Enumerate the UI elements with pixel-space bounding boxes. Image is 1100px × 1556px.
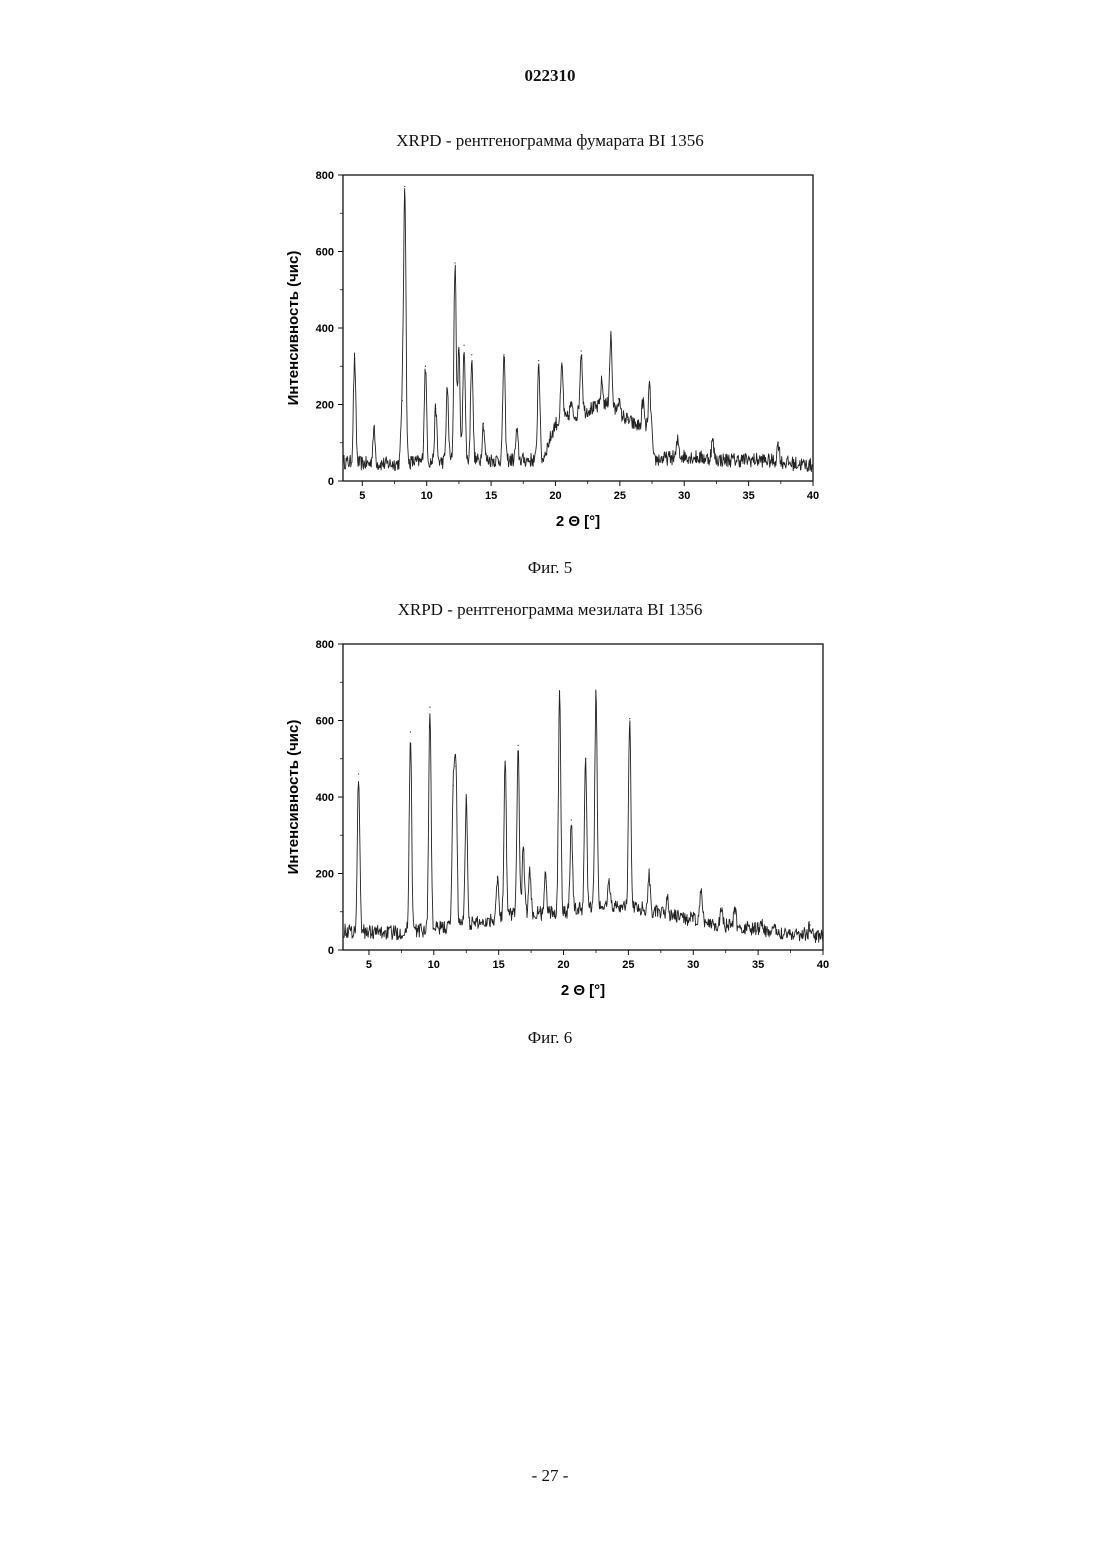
- y-tick-label: 600: [316, 716, 334, 728]
- peak-point: [497, 877, 498, 878]
- peak-point: [429, 707, 430, 708]
- diffraction-trace: [343, 690, 823, 944]
- x-tick-label: 15: [493, 959, 505, 971]
- figure-5-title: XRPD - рентгенограмма фумарата BI 1356: [0, 131, 1100, 151]
- peak-point: [570, 404, 571, 405]
- document-number: 022310: [0, 66, 1100, 86]
- x-tick-label: 20: [557, 959, 569, 971]
- peak-point: [466, 798, 467, 799]
- peak-point: [454, 262, 455, 263]
- peak-point: [453, 785, 454, 786]
- peak-point: [629, 718, 630, 719]
- x-tick-label: 10: [428, 959, 440, 971]
- x-tick-label: 5: [359, 490, 365, 502]
- y-axis-title: Интенсивность (чис): [285, 720, 302, 875]
- xrpd-chart-fumarate: 51015202530354002004006008002 Θ [°]Интен…: [0, 160, 1100, 545]
- peak-point: [649, 387, 650, 388]
- peak-point: [559, 691, 560, 692]
- x-axis-title: 2 Θ [°]: [556, 513, 600, 530]
- peak-point: [523, 850, 524, 851]
- diffraction-trace: [343, 189, 813, 472]
- peak-point: [354, 358, 355, 359]
- peak-point: [455, 766, 456, 767]
- peak-point: [712, 440, 713, 441]
- peak-point: [483, 423, 484, 424]
- figure-6-caption: Фиг. 6: [0, 1028, 1100, 1048]
- peak-point: [677, 440, 678, 441]
- x-tick-label: 25: [622, 959, 634, 971]
- peak-point: [538, 360, 539, 361]
- peak-point: [404, 186, 405, 187]
- x-tick-label: 5: [366, 959, 372, 971]
- peak-point: [778, 442, 779, 443]
- y-axis-title: Интенсивность (чис): [285, 251, 302, 406]
- peak-point: [649, 875, 650, 876]
- x-tick-label: 10: [421, 490, 433, 502]
- x-tick-label: 35: [752, 959, 764, 971]
- peak-point: [581, 350, 582, 351]
- x-tick-label: 30: [678, 490, 690, 502]
- peak-point: [561, 366, 562, 367]
- peak-point: [585, 758, 586, 759]
- peak-point: [667, 896, 668, 897]
- peak-point: [518, 745, 519, 746]
- plot-frame: [343, 175, 813, 481]
- peak-point: [571, 819, 572, 820]
- peak-point: [721, 907, 722, 908]
- y-tick-label: 400: [316, 323, 334, 335]
- x-tick-label: 20: [549, 490, 561, 502]
- figure-5-caption: Фиг. 5: [0, 558, 1100, 578]
- peak-point: [516, 431, 517, 432]
- y-tick-label: 0: [328, 945, 334, 957]
- y-tick-label: 400: [316, 792, 334, 804]
- peak-point: [608, 881, 609, 882]
- peak-point: [447, 389, 448, 390]
- peak-point: [529, 873, 530, 874]
- peak-point: [760, 921, 761, 922]
- peak-point: [618, 398, 619, 399]
- xrpd-chart-mesylate: 51015202530354002004006008002 Θ [°]Интен…: [0, 630, 1100, 1015]
- peak-point: [425, 366, 426, 367]
- page-number: - 27 -: [0, 1466, 1100, 1486]
- x-tick-label: 15: [485, 490, 497, 502]
- y-tick-label: 600: [316, 247, 334, 259]
- x-tick-label: 25: [614, 490, 626, 502]
- peak-point: [627, 419, 628, 420]
- figure-6-title: XRPD - рентгенограмма мезилата BI 1356: [0, 600, 1100, 620]
- x-axis-title: 2 Θ [°]: [561, 982, 605, 999]
- y-tick-label: 0: [328, 476, 334, 488]
- peak-point: [595, 691, 596, 692]
- peak-point: [642, 400, 643, 401]
- peak-point: [601, 381, 602, 382]
- peak-point: [410, 731, 411, 732]
- peak-point: [590, 408, 591, 409]
- x-tick-label: 40: [817, 959, 829, 971]
- peak-point: [373, 429, 374, 430]
- peak-point: [809, 925, 810, 926]
- peak-point: [402, 400, 403, 401]
- peak-point: [358, 773, 359, 774]
- peak-point: [505, 762, 506, 763]
- y-tick-label: 800: [316, 639, 334, 651]
- peak-point: [471, 354, 472, 355]
- y-tick-label: 200: [316, 400, 334, 412]
- peak-point: [545, 877, 546, 878]
- x-tick-label: 35: [742, 490, 754, 502]
- peak-point: [463, 345, 464, 346]
- y-tick-label: 200: [316, 869, 334, 881]
- plot-frame: [343, 644, 823, 950]
- peak-point: [458, 350, 459, 351]
- y-tick-label: 800: [316, 170, 334, 182]
- x-tick-label: 30: [687, 959, 699, 971]
- peak-point: [435, 408, 436, 409]
- peak-point: [503, 354, 504, 355]
- peak-point: [610, 335, 611, 336]
- peak-point: [700, 892, 701, 893]
- peak-point: [734, 907, 735, 908]
- x-tick-label: 40: [807, 490, 819, 502]
